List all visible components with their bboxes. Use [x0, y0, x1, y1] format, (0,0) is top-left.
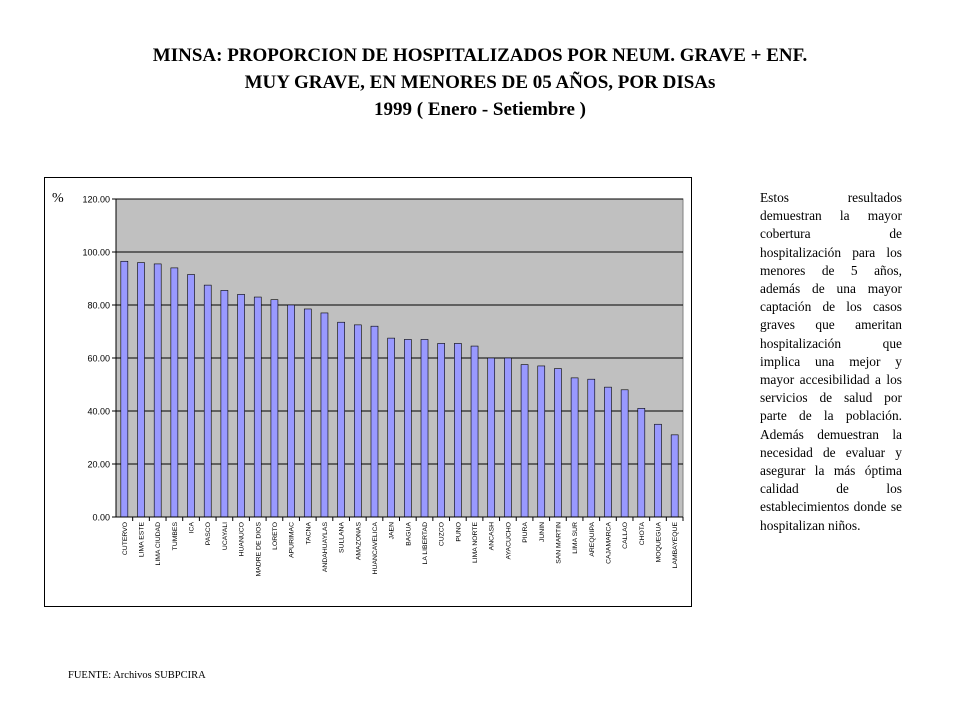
- bar: [253, 296, 262, 518]
- x-tick-label: CHOTA: [639, 522, 646, 546]
- y-axis-label: %: [52, 191, 64, 206]
- x-tick-label: ANDAHUAYLAS: [322, 522, 329, 573]
- y-tick-label: 100.00: [82, 248, 110, 258]
- y-tick-label: 80.00: [87, 301, 110, 311]
- y-tick-label: 120.00: [82, 195, 110, 205]
- x-tick-label: LA LIBERTAD: [422, 522, 429, 565]
- bar: [454, 343, 462, 518]
- bar: [203, 284, 212, 518]
- x-tick-label: SULLANA: [339, 522, 346, 553]
- bar: [537, 365, 546, 518]
- bar: [470, 345, 479, 518]
- bar: [520, 364, 529, 518]
- y-tick-label: 40.00: [87, 407, 110, 417]
- bar: [420, 339, 429, 518]
- x-tick-label: LAMBAYEQUE: [672, 522, 679, 569]
- x-tick-label: HUANUCO: [239, 522, 246, 556]
- x-tick-label: AYACUCHO: [505, 522, 512, 560]
- x-tick-label: CUZCO: [439, 522, 446, 546]
- bar: [287, 304, 295, 518]
- x-tick-label: JAEN: [389, 522, 396, 539]
- x-tick-label: MADRE DE DIOS: [255, 522, 262, 577]
- x-tick-label: CAJAMARCA: [605, 522, 612, 564]
- bar: [320, 312, 329, 518]
- bar: [587, 378, 596, 518]
- x-tick-label: MOQUEGUA: [655, 522, 662, 563]
- slide-title: MINSA: PROPORCION DE HOSPITALIZADOS POR …: [60, 42, 900, 123]
- y-tick-label: 0.00: [92, 513, 110, 523]
- bar: [654, 423, 662, 518]
- title-line-2: MUY GRAVE, EN MENORES DE 05 AÑOS, POR DI…: [244, 72, 716, 93]
- title-line-1: MINSA: PROPORCION DE HOSPITALIZADOS POR …: [152, 45, 808, 66]
- x-tick-label: TUMBES: [172, 522, 179, 551]
- bar: [504, 357, 512, 518]
- x-tick-label: LORETO: [272, 522, 279, 550]
- x-tick-label: PUNO: [455, 522, 462, 542]
- y-tick-label: 60.00: [87, 354, 110, 364]
- bar: [404, 339, 412, 518]
- chart-frame: 0.00 20.00 40.00 60.00 80.00 100.00 120.00 CUTE…: [44, 177, 692, 607]
- bar: [187, 274, 195, 518]
- bar: [570, 377, 579, 518]
- x-tick-label: TACNA: [305, 522, 312, 545]
- x-tick-label: APURIMAC: [289, 522, 296, 558]
- x-tick-label: CUTERVO: [122, 522, 129, 555]
- bar: [153, 263, 162, 518]
- bar: [670, 434, 679, 518]
- x-tick-label: AREQUIPA: [589, 522, 596, 557]
- bar-chart: 0.00 20.00 40.00 60.00 80.00 100.00 120.00 CUTE…: [82, 195, 684, 577]
- bar: [170, 267, 179, 518]
- x-tick-label: SAN MARTIN: [555, 522, 562, 564]
- bar: [370, 325, 379, 518]
- bar: [337, 321, 345, 518]
- bar: [120, 260, 129, 518]
- x-tick-label: ANCASH: [489, 522, 496, 550]
- bar: [354, 324, 362, 518]
- y-tick-label: 20.00: [87, 460, 110, 470]
- bar: [637, 408, 646, 518]
- title-line-3: 1999 ( Enero - Setiembre ): [374, 99, 586, 120]
- source-note: FUENTE: Archivos SUBPCIRA: [68, 670, 206, 681]
- x-tick-label: LIMA SUR: [572, 522, 579, 554]
- x-tick-label: BAGUA: [405, 522, 412, 546]
- bar: [437, 343, 445, 518]
- x-tick-label: UCAYALI: [222, 522, 229, 550]
- bar: [487, 357, 496, 518]
- x-tick-label: PASCO: [205, 522, 212, 545]
- bar: [303, 308, 312, 518]
- bar: [137, 262, 145, 518]
- x-tick-label: LIMA NORTE: [472, 522, 479, 564]
- x-tick-label: PIURA: [522, 522, 529, 543]
- bar: [554, 368, 562, 518]
- x-tick-label: LIMA ESTE: [139, 522, 146, 558]
- x-tick-label: HUANCAVELICA: [372, 522, 379, 575]
- bar: [620, 389, 629, 518]
- bar: [270, 299, 279, 518]
- x-tick-label: ICA: [189, 522, 196, 534]
- x-tick-label: CALLAO: [622, 522, 629, 549]
- side-commentary: Estos resultados demuestran la mayor cob…: [760, 190, 902, 533]
- bar: [604, 386, 612, 518]
- bar: [387, 337, 395, 518]
- bar: [220, 290, 229, 518]
- x-tick-label: JUNIN: [539, 522, 546, 542]
- bar: [237, 294, 245, 518]
- x-tick-label: AMAZONAS: [355, 522, 362, 561]
- x-tick-label: LIMA CIUDAD: [155, 522, 162, 566]
